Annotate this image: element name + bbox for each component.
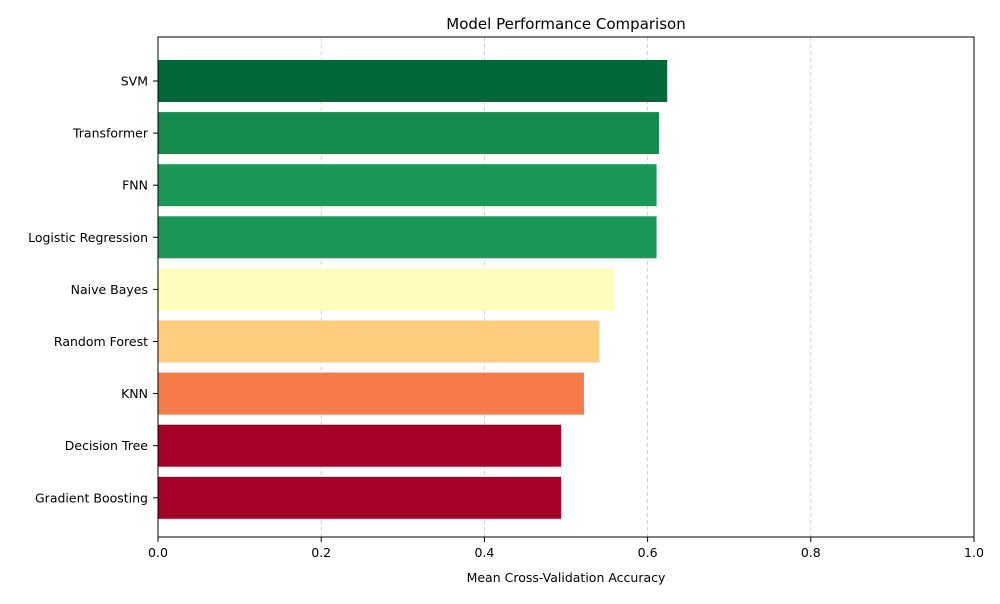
y-tick-label: FNN xyxy=(122,178,148,193)
y-tick-label: Naive Bayes xyxy=(71,282,148,297)
chart-title: Model Performance Comparison xyxy=(446,15,685,33)
x-tick-label: 0.0 xyxy=(148,545,168,560)
bar-decision-tree xyxy=(158,424,562,467)
bar-random-forest xyxy=(158,320,600,363)
y-tick-label: Gradient Boosting xyxy=(35,490,148,505)
bar-transformer xyxy=(158,112,660,155)
bar-naive-bayes xyxy=(158,268,615,311)
x-tick-label: 1.0 xyxy=(964,545,984,560)
x-axis-label: Mean Cross-Validation Accuracy xyxy=(467,570,666,585)
bar-logistic-regression xyxy=(158,216,657,259)
y-tick-label: SVM xyxy=(121,74,148,89)
y-tick-label: Logistic Regression xyxy=(28,230,148,245)
bar-knn xyxy=(158,372,584,415)
y-axis-ticks: SVM Transformer FNN Logistic Regression Naiv… xyxy=(28,74,158,505)
x-tick-label: 0.8 xyxy=(801,545,821,560)
bar-fnn xyxy=(158,164,657,207)
plot-frame xyxy=(157,36,975,538)
y-tick-label: KNN xyxy=(121,386,148,401)
x-axis-ticks: 0.0 0.2 0.4 0.6 0.8 1.0 xyxy=(148,537,984,560)
y-tick-label: Decision Tree xyxy=(65,438,149,453)
bars xyxy=(158,60,668,519)
y-tick-label: Transformer xyxy=(72,126,149,141)
bar-svm xyxy=(158,60,668,102)
y-tick-label: Random Forest xyxy=(54,334,148,349)
x-tick-label: 0.4 xyxy=(474,545,494,560)
bar-gradient-boosting xyxy=(158,476,562,519)
x-tick-label: 0.2 xyxy=(311,545,331,560)
x-tick-label: 0.6 xyxy=(638,545,658,560)
